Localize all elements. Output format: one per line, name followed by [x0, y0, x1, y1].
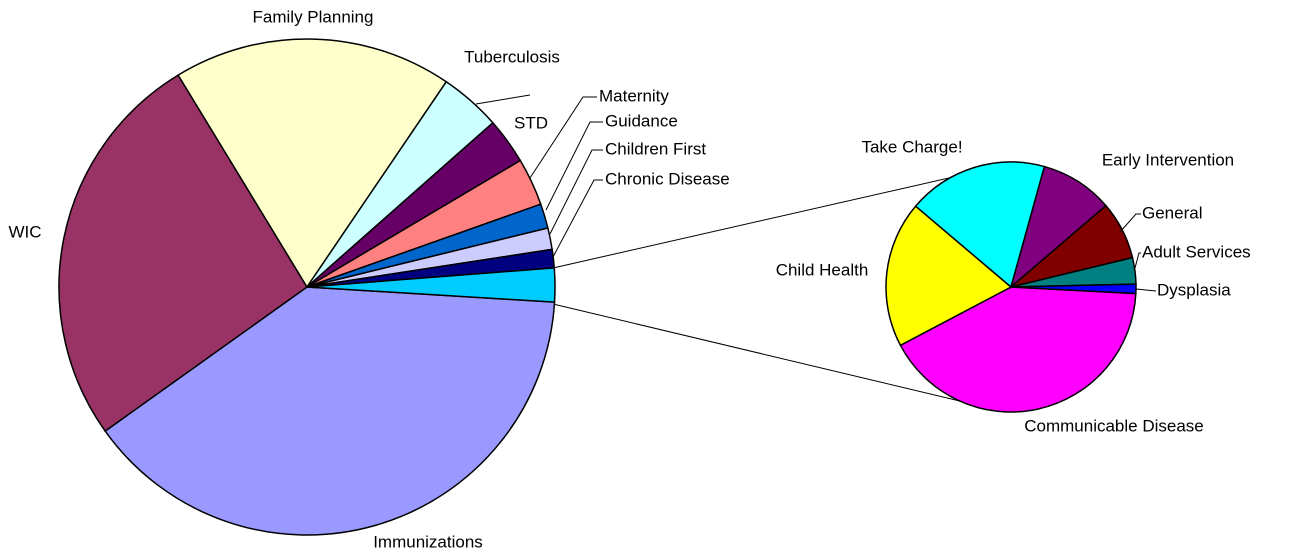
leader-line: [1134, 252, 1141, 269]
pie-slice: [899, 286, 1137, 413]
connector-line: [552, 303, 986, 408]
leader-line: [545, 121, 603, 211]
slice-label: Children First: [605, 139, 706, 158]
pie-slice: [1010, 283, 1137, 295]
pie-slice: [914, 161, 1046, 289]
slice-label: Maternity: [599, 86, 669, 105]
leader-line: [1119, 213, 1141, 233]
slice-label: Take Charge!: [861, 137, 962, 156]
slice-label: Immunizations: [373, 532, 483, 551]
pie-slice: [177, 38, 448, 289]
slice-label: Dysplasia: [1157, 280, 1231, 299]
slice-label: Guidance: [605, 111, 678, 130]
slice-label: Communicable Disease: [1024, 416, 1204, 435]
connectors: [552, 162, 1016, 408]
slice-label: Early Intervention: [1102, 150, 1234, 169]
pie-slice: [58, 74, 309, 433]
connector-line: [552, 162, 1016, 269]
leader-line: [1135, 288, 1157, 292]
slice-label: WIC: [8, 222, 41, 241]
slice-label: STD: [514, 113, 548, 132]
slice-label: Adult Services: [1142, 242, 1251, 261]
slice-label: Chronic Disease: [605, 169, 730, 188]
slice-label: Child Health: [776, 260, 869, 279]
slice-label: General: [1142, 203, 1202, 222]
leader-line: [475, 94, 531, 105]
leader-line: [529, 96, 597, 179]
pie-slice: [104, 286, 556, 536]
slice-label: Family Planning: [253, 7, 374, 26]
slice-label: Tuberculosis: [464, 47, 560, 66]
leader-line: [552, 179, 603, 258]
pie-slice: [306, 267, 556, 303]
leader-line: [549, 149, 603, 235]
pie-slice: [885, 205, 1013, 347]
